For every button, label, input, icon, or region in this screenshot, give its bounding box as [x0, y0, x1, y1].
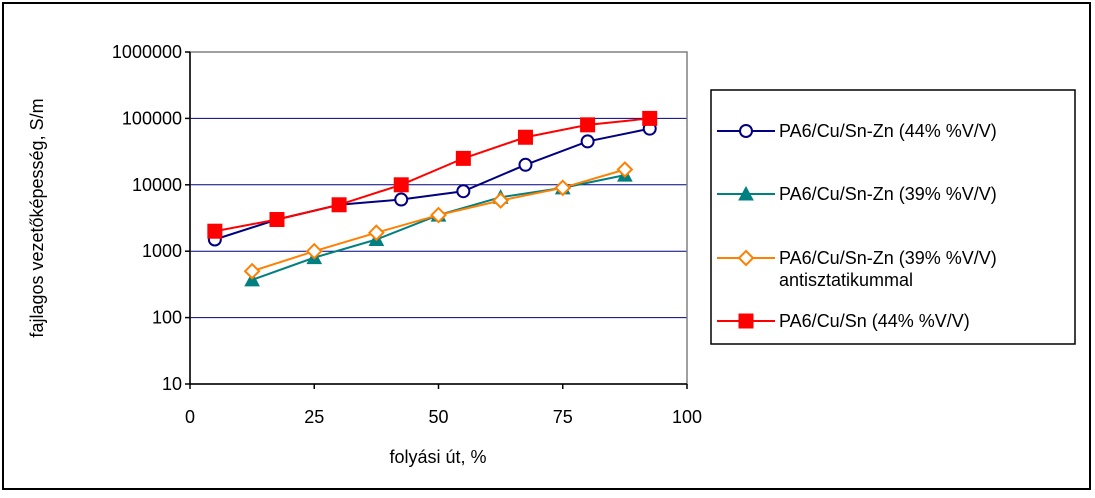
chart-svg: 10 100 1000 10000 100000 1000000 0 25 50 75 100 fo…: [27, 42, 1076, 467]
x-tick-label: 75: [553, 407, 573, 427]
legend-item-2: PA6/Cu/Sn-Zn (39% %V/V): [717, 184, 997, 204]
marker-circle: [580, 134, 595, 149]
x-tick-label: 100: [672, 407, 702, 427]
marker-diamond: [305, 242, 323, 260]
marker-diamond: [430, 206, 447, 224]
marker-diamond-legend: [737, 249, 755, 267]
series-2: [244, 167, 633, 287]
legend-label: PA6/Cu/Sn (44% %V/V): [779, 311, 970, 331]
marker-circle: [394, 192, 409, 207]
marker-square: [517, 129, 533, 145]
marker-circle-legend: [739, 124, 753, 138]
y-tick-label: 10: [162, 374, 182, 394]
series-3: [243, 161, 634, 280]
marker-square-legend: [738, 313, 754, 329]
marker-diamond: [367, 224, 385, 242]
x-axis-title: folyási út, %: [389, 447, 486, 467]
y-tick-label: 100: [152, 308, 182, 328]
marker-square: [331, 197, 347, 213]
y-tick-label: 100000: [122, 108, 182, 128]
series-line: [214, 117, 650, 233]
y-tick-label: 1000: [142, 241, 182, 261]
y-tick-label: 1000000: [112, 42, 182, 62]
marker-diamond: [492, 192, 510, 209]
legend: PA6/Cu/Sn-Zn (44% %V/V) PA6/Cu/Sn-Zn (39%…: [717, 121, 997, 331]
series-1: [207, 121, 657, 247]
series-line: [251, 174, 626, 281]
marker-diamond: [554, 179, 572, 197]
marker-circle: [518, 157, 533, 172]
x-tick-label: 25: [304, 407, 324, 427]
marker-triangle-legend: [738, 185, 754, 201]
legend-box: [710, 89, 1076, 345]
series-group: [207, 110, 658, 287]
legend-item-1: PA6/Cu/Sn-Zn (44% %V/V): [717, 121, 997, 141]
marker-square: [207, 223, 223, 239]
marker-square: [580, 117, 596, 133]
y-tick-label: 10000: [132, 175, 182, 195]
x-tick-label: 50: [428, 407, 448, 427]
legend-item-3: PA6/Cu/Sn-Zn (39% %V/V)antisztatikummal: [717, 248, 997, 290]
x-tick-label: 0: [185, 407, 195, 427]
marker-circle: [456, 184, 471, 199]
marker-square: [269, 212, 285, 228]
legend-item-4: PA6/Cu/Sn (44% %V/V): [717, 311, 970, 331]
marker-square: [455, 150, 471, 166]
axis-ticks: 10 100 1000 10000 100000 1000000 0 25 50 75 100: [112, 42, 702, 427]
marker-diamond: [616, 161, 634, 178]
legend-label: PA6/Cu/Sn-Zn (39% %V/V): [779, 248, 997, 268]
y-axis-title: fajlagos vezetőképesség, S/m: [27, 98, 47, 337]
legend-label: PA6/Cu/Sn-Zn (44% %V/V): [779, 121, 997, 141]
marker-square: [393, 177, 409, 193]
legend-label: PA6/Cu/Sn-Zn (39% %V/V): [779, 184, 997, 204]
chart-frame: 10 100 1000 10000 100000 1000000 0 25 50 75 100 fo…: [2, 2, 1091, 490]
legend-label-line2: antisztatikummal: [779, 270, 913, 290]
marker-diamond: [243, 262, 261, 280]
marker-square: [642, 110, 658, 126]
series-4: [207, 110, 658, 239]
